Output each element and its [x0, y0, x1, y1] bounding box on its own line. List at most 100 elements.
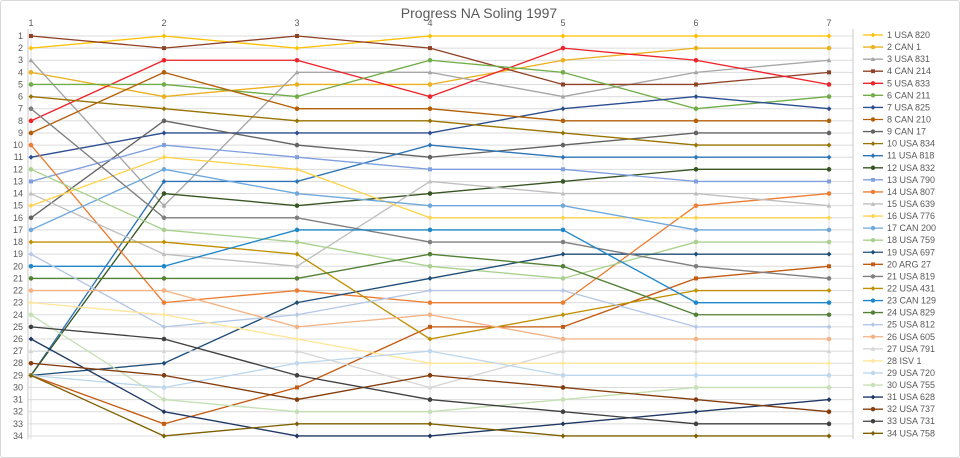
legend-item-33-usa-731[interactable]: 33 USA 731: [863, 416, 935, 426]
legend-item-3-usa-831[interactable]: 3 USA 831: [863, 54, 930, 64]
data-point-marker: [161, 373, 167, 378]
legend-item-14-usa-807[interactable]: 14 USA 807: [863, 187, 935, 197]
legend-item-8-can-210[interactable]: 8 CAN 210: [863, 114, 931, 124]
y-tick-1: 1: [18, 31, 23, 41]
legend-item-10-usa-834[interactable]: 10 USA 834: [863, 139, 935, 149]
series-9-can-17[interactable]: [28, 118, 832, 221]
series-3-usa-831[interactable]: [28, 57, 832, 208]
legend-item-32-usa-737[interactable]: 32 USA 737: [863, 404, 935, 414]
data-point-marker: [826, 45, 832, 51]
data-point-marker: [28, 203, 34, 209]
data-point-marker: [162, 143, 166, 148]
legend-marker-icon: [870, 129, 876, 134]
legend-label: 9 CAN 17: [887, 127, 926, 137]
legend-item-28-isv-1[interactable]: 28 ISV 1: [863, 356, 922, 366]
data-point-marker: [294, 215, 300, 221]
legend-item-1-usa-820[interactable]: 1 USA 820: [863, 30, 930, 40]
series-23-can-129[interactable]: [28, 227, 832, 305]
data-point-marker: [427, 69, 433, 75]
series-12-usa-832[interactable]: [28, 167, 832, 378]
series-13-usa-790[interactable]: [29, 143, 831, 184]
data-point-marker: [826, 57, 832, 63]
data-point-marker: [826, 203, 832, 208]
data-point-marker: [28, 215, 34, 221]
legend-item-9-can-17[interactable]: 9 CAN 17: [863, 127, 926, 137]
series-2-can-1[interactable]: [28, 45, 832, 99]
legend-item-22-usa-431[interactable]: 22 USA 431: [863, 283, 935, 293]
series-26-usa-605[interactable]: [28, 288, 832, 342]
series-27-usa-791[interactable]: [28, 348, 832, 390]
legend-item-31-usa-628[interactable]: 31 USA 628: [863, 392, 935, 402]
series-25-usa-812[interactable]: [28, 251, 832, 330]
series-32-usa-737[interactable]: [28, 360, 832, 415]
series-4-can-214[interactable]: [29, 34, 831, 87]
y-tick-10: 10: [13, 140, 23, 150]
data-point-marker: [161, 360, 167, 366]
legend-item-30-usa-755[interactable]: 30 USA 755: [863, 380, 935, 390]
series-6-can-211[interactable]: [28, 57, 832, 112]
legend-label: 5 USA 833: [887, 78, 930, 88]
data-point-marker: [294, 82, 300, 87]
series-21-usa-819[interactable]: [28, 106, 832, 281]
series-22-usa-431[interactable]: [28, 239, 832, 342]
series-8-can-210[interactable]: [28, 70, 832, 136]
data-point-marker: [560, 360, 566, 366]
series-29-usa-720[interactable]: [28, 348, 832, 390]
legend-label: 2 CAN 1: [887, 42, 921, 52]
series-1-usa-820[interactable]: [28, 33, 832, 51]
legend-item-26-usa-605[interactable]: 26 USA 605: [863, 332, 935, 342]
legend-item-27-usa-791[interactable]: 27 USA 791: [863, 344, 935, 354]
data-point-marker: [693, 154, 699, 160]
series-24-usa-829[interactable]: [28, 251, 832, 318]
series-5-usa-833[interactable]: [28, 45, 832, 124]
series-17-can-200[interactable]: [28, 167, 832, 233]
legend-item-21-usa-819[interactable]: 21 USA 819: [863, 271, 935, 281]
data-point-marker: [693, 312, 699, 318]
series-31-usa-628[interactable]: [28, 336, 832, 439]
series-14-usa-807[interactable]: [28, 142, 832, 305]
legend-item-25-usa-812[interactable]: 25 USA 812: [863, 320, 935, 330]
legend-item-13-usa-790[interactable]: 13 USA 790: [863, 175, 935, 185]
legend-marker-icon: [870, 286, 876, 291]
legend-item-6-can-211[interactable]: 6 CAN 211: [863, 90, 930, 100]
legend-item-29-usa-720[interactable]: 29 USA 720: [863, 368, 935, 378]
series-7-usa-825[interactable]: [28, 94, 832, 160]
legend-item-15-usa-639[interactable]: 15 USA 639: [863, 199, 935, 209]
data-point-marker: [427, 203, 433, 208]
series-30-usa-755[interactable]: [28, 312, 832, 415]
legend-item-19-usa-697[interactable]: 19 USA 697: [863, 247, 935, 257]
series-34-usa-758[interactable]: [28, 372, 832, 439]
legend-marker-icon: [870, 298, 876, 303]
legend-item-4-can-214[interactable]: 4 CAN 214: [863, 66, 931, 76]
legend-item-18-usa-759[interactable]: 18 USA 759: [863, 235, 935, 245]
series-18-usa-759[interactable]: [28, 167, 832, 281]
series-16-usa-776[interactable]: [28, 154, 832, 221]
legend-item-7-usa-825[interactable]: 7 USA 825: [863, 102, 930, 112]
series-33-usa-731[interactable]: [28, 324, 832, 427]
legend-item-16-usa-776[interactable]: 16 USA 776: [863, 211, 935, 221]
series-11-usa-818[interactable]: [28, 142, 832, 378]
legend-item-5-usa-833[interactable]: 5 USA 833: [863, 78, 930, 88]
legend-item-2-can-1[interactable]: 2 CAN 1: [863, 42, 921, 52]
legend-item-24-usa-829[interactable]: 24 USA 829: [863, 308, 935, 318]
series-10-usa-834[interactable]: [28, 94, 832, 148]
data-point-marker: [427, 275, 433, 281]
legend-item-12-usa-832[interactable]: 12 USA 832: [863, 163, 935, 173]
data-point-marker: [427, 191, 433, 196]
legend-item-34-usa-758[interactable]: 34 USA 758: [863, 428, 935, 438]
data-point-marker: [826, 348, 832, 354]
legend-item-23-can-129[interactable]: 23 CAN 129: [863, 296, 936, 306]
y-tick-26: 26: [13, 334, 23, 344]
legend-item-20-arg-27[interactable]: 20 ARG 27: [863, 259, 931, 269]
series-28-isv-1[interactable]: [28, 300, 832, 366]
legend-label: 14 USA 807: [887, 187, 935, 197]
series-15-usa-639[interactable]: [28, 178, 832, 269]
data-point-marker: [826, 421, 832, 427]
legend-item-17-can-200[interactable]: 17 CAN 200: [863, 223, 936, 233]
data-point-marker: [427, 288, 433, 294]
legend-label: 23 CAN 129: [887, 296, 936, 306]
y-tick-12: 12: [13, 164, 23, 174]
legend-item-11-usa-818[interactable]: 11 USA 818: [863, 151, 934, 161]
data-point-marker: [560, 336, 566, 342]
